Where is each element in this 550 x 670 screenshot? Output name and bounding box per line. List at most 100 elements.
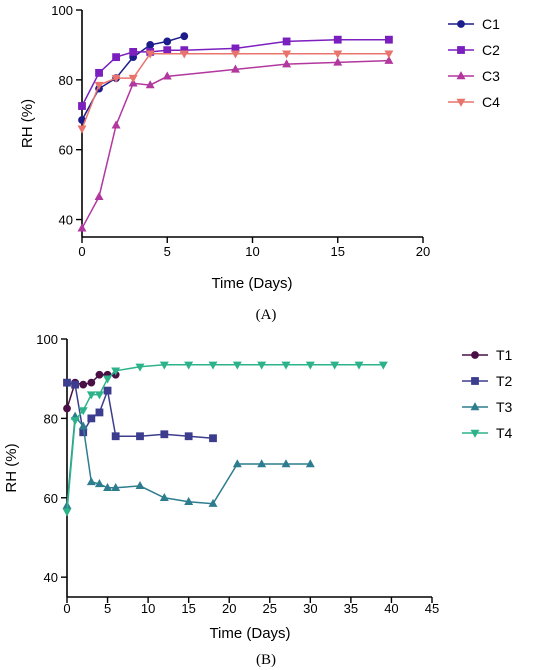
- legend-marker: [456, 71, 466, 80]
- data-point: [86, 477, 96, 486]
- series-c4: [77, 50, 394, 134]
- x-tick-label: 10: [245, 244, 259, 259]
- x-tick-label: 5: [164, 244, 171, 259]
- data-point: [136, 432, 144, 441]
- data-point: [112, 53, 120, 62]
- series-line-t2: [66, 381, 214, 439]
- legend-marker: [471, 377, 479, 385]
- data-point: [95, 370, 104, 379]
- data-point: [128, 74, 138, 83]
- data-point: [94, 81, 104, 90]
- legend-label: T2: [496, 373, 513, 389]
- legend-marker: [471, 351, 479, 359]
- x-tick-label: 20: [222, 601, 236, 616]
- series-t3: [62, 411, 315, 509]
- data-point: [146, 41, 155, 49]
- data-point: [257, 361, 267, 370]
- data-point: [179, 50, 189, 59]
- data-point: [209, 434, 217, 443]
- data-point: [63, 404, 71, 413]
- panel-label: (A): [256, 307, 277, 323]
- x-tick-label: 10: [141, 601, 155, 616]
- data-point: [232, 361, 242, 370]
- data-point: [111, 483, 121, 492]
- data-point: [111, 120, 121, 129]
- data-point: [159, 492, 169, 501]
- data-point: [70, 417, 80, 426]
- y-tick-label: 80: [44, 411, 58, 426]
- data-point: [333, 57, 343, 66]
- x-axis-title: Time (Days): [211, 275, 292, 292]
- legend-label: C4: [482, 94, 500, 110]
- series-c3: [77, 55, 394, 232]
- data-point: [330, 361, 340, 370]
- series-line-t3: [66, 414, 311, 506]
- data-point: [62, 508, 72, 517]
- data-point: [162, 71, 172, 80]
- data-point: [111, 432, 120, 441]
- data-point: [305, 361, 315, 370]
- legend-item-t2: T2: [462, 373, 513, 389]
- data-point: [163, 46, 172, 55]
- x-tick-label: 20: [416, 244, 430, 259]
- x-tick-label: 40: [384, 601, 398, 616]
- data-point: [94, 192, 104, 201]
- data-point: [71, 380, 80, 389]
- data-point: [282, 59, 292, 68]
- data-point: [103, 375, 113, 384]
- data-point: [305, 459, 315, 468]
- x-tick-label: 0: [78, 244, 85, 259]
- data-point: [111, 367, 121, 376]
- legend-label: T3: [496, 399, 513, 415]
- legend-marker: [457, 46, 465, 54]
- data-point: [63, 378, 71, 387]
- legend-label: T4: [496, 425, 513, 441]
- data-point: [79, 380, 88, 389]
- legend-label: C1: [482, 16, 500, 32]
- data-point: [135, 363, 145, 372]
- series-line-t4: [66, 364, 384, 512]
- data-point: [103, 386, 112, 395]
- series-t2: [63, 378, 217, 443]
- data-point: [282, 50, 292, 59]
- series-line-c4: [81, 52, 389, 129]
- data-point: [78, 407, 88, 416]
- data-point: [87, 378, 96, 387]
- legend-item-c2: C2: [448, 42, 500, 58]
- data-point: [180, 32, 189, 41]
- legend-item-t4: T4: [462, 425, 513, 441]
- x-tick-label: 5: [104, 601, 111, 616]
- data-point: [87, 414, 96, 423]
- x-tick-label: 45: [425, 601, 439, 616]
- data-point: [378, 361, 388, 370]
- data-point: [111, 74, 121, 83]
- data-point: [257, 459, 267, 468]
- legend-marker: [470, 402, 480, 411]
- y-tick-label: 40: [44, 570, 58, 585]
- y-tick-label: 100: [51, 3, 73, 18]
- y-tick-label: 100: [36, 332, 58, 347]
- legend-item-c4: C4: [448, 94, 500, 110]
- data-point: [184, 496, 194, 505]
- data-point: [184, 432, 193, 441]
- data-point: [230, 50, 240, 59]
- legend-item-c3: C3: [448, 68, 500, 84]
- panel-b-chart: 40 60 80 100 0 5 10 15 20 25 30 35 40 45 Time (Days) RH…: [3, 332, 513, 668]
- data-point: [333, 50, 343, 59]
- data-point: [333, 35, 342, 44]
- data-point: [281, 459, 291, 468]
- data-point: [282, 37, 291, 46]
- x-tick-label: 25: [263, 601, 277, 616]
- y-axis-title: RH (%): [3, 443, 20, 492]
- y-tick-label: 80: [59, 73, 73, 88]
- data-point: [159, 361, 169, 370]
- data-point: [354, 361, 364, 370]
- data-point: [384, 55, 394, 64]
- y-tick-label: 40: [59, 213, 73, 228]
- x-axis-title: Time (Days): [209, 625, 290, 642]
- data-point: [232, 459, 242, 468]
- legend-marker: [470, 429, 480, 438]
- panel-label: (B): [256, 652, 276, 668]
- legend-label: C2: [482, 42, 500, 58]
- data-point: [77, 223, 87, 232]
